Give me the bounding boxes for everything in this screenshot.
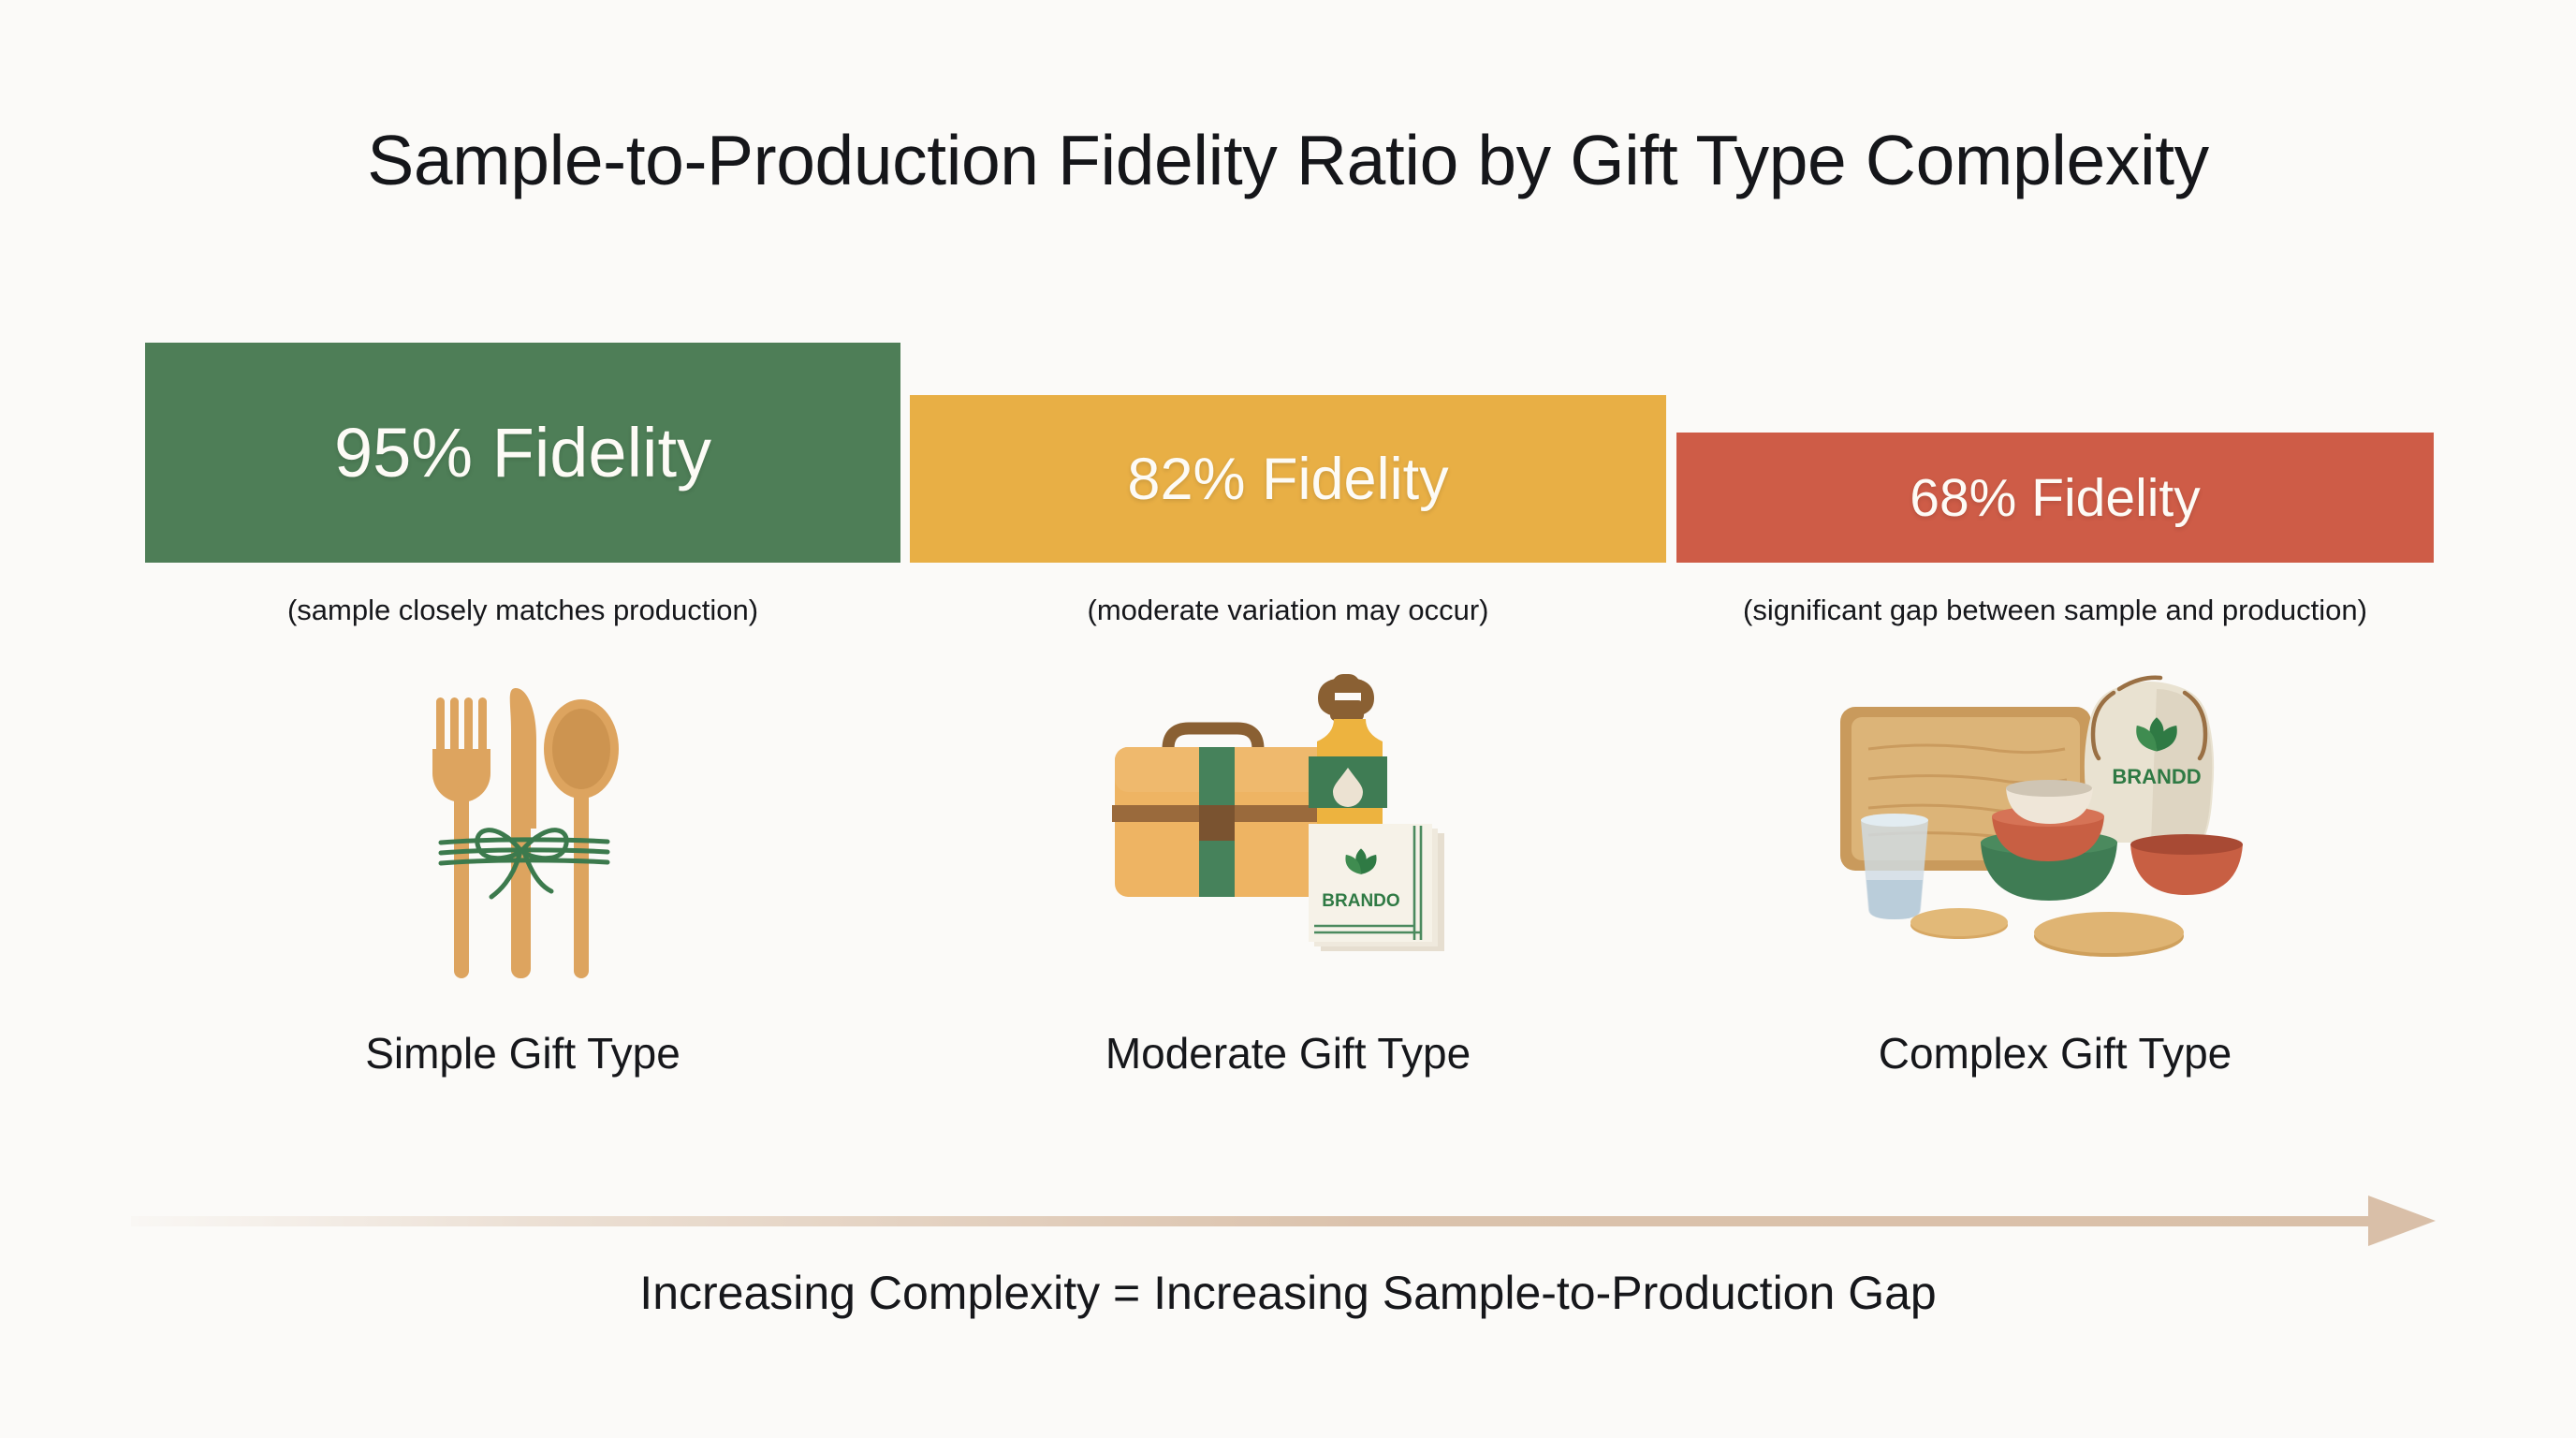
lunchbox-bottle-napkin-icon: BRANDO xyxy=(1112,674,1444,951)
illustration-complex-gift: BRANDD xyxy=(1676,655,2434,992)
fidelity-caption-moderate: (moderate variation may occur) xyxy=(1087,594,1489,626)
wooden-cutlery-icon xyxy=(432,688,619,978)
fidelity-bar-label-complex: 68% Fidelity xyxy=(1910,467,2201,528)
footer-note: Increasing Complexity = Increasing Sampl… xyxy=(639,1267,1937,1319)
illustration-simple-gift xyxy=(145,655,900,992)
gift-type-label-simple: Simple Gift Type xyxy=(365,1029,681,1078)
pouch-brand-text: BRANDD xyxy=(2112,765,2201,788)
page-title: Sample-to-Production Fidelity Ratio by G… xyxy=(367,121,2209,199)
fidelity-caption-simple: (sample closely matches production) xyxy=(286,594,759,626)
complexity-arrow xyxy=(131,1175,2443,1269)
fidelity-caption-complex: (significant gap between sample and prod… xyxy=(1743,594,2367,626)
fidelity-bar-complex: 68% Fidelity xyxy=(1676,433,2434,563)
gift-type-label-moderate: Moderate Gift Type xyxy=(1105,1029,1471,1078)
rightward-arrow-icon xyxy=(131,1196,2436,1246)
fidelity-bar-moderate: 82% Fidelity xyxy=(910,395,1666,563)
tableware-set-icon: BRANDD xyxy=(1839,675,2243,957)
gift-type-label-complex: Complex Gift Type xyxy=(1878,1029,2232,1078)
fidelity-bar-label-moderate: 82% Fidelity xyxy=(1127,446,1449,512)
fidelity-bar-label-simple: 95% Fidelity xyxy=(333,414,712,492)
illustration-moderate-gift: BRANDO xyxy=(910,655,1666,992)
napkin-brand-text: BRANDO xyxy=(1322,891,1399,911)
fidelity-bar-simple: 95% Fidelity xyxy=(145,343,900,563)
